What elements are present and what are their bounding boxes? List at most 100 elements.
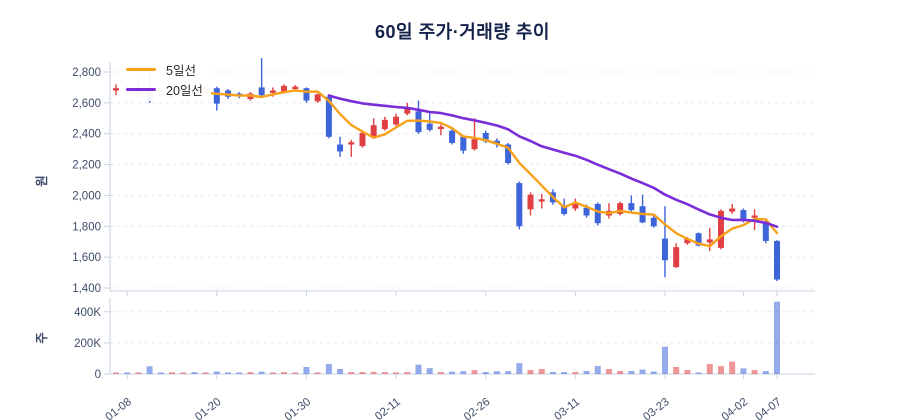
volume-bar[interactable] [673, 367, 680, 374]
candle[interactable] [359, 132, 366, 147]
volume-bar[interactable] [202, 372, 209, 375]
volume-bar[interactable] [527, 369, 534, 374]
volume-bar[interactable] [191, 372, 198, 374]
volume-bar[interactable] [292, 372, 299, 375]
volume-bar[interactable] [617, 371, 624, 374]
volume-bar[interactable] [471, 370, 478, 374]
candle[interactable] [113, 88, 119, 91]
volume-bar[interactable] [505, 371, 512, 374]
volume-bar[interactable] [460, 371, 467, 374]
volume-bar[interactable] [325, 363, 332, 374]
candle[interactable] [505, 144, 512, 164]
volume-bar[interactable] [684, 369, 691, 374]
volume-bar[interactable] [594, 365, 601, 374]
volume-bar[interactable] [180, 372, 187, 375]
volume-bar[interactable] [269, 372, 276, 375]
volume-bar[interactable] [314, 372, 321, 374]
volume-bar[interactable] [628, 371, 635, 374]
candle[interactable] [617, 203, 624, 214]
volume-bar[interactable] [337, 369, 344, 374]
volume-bar[interactable] [303, 367, 310, 374]
volume-bar[interactable] [493, 371, 500, 374]
volume-bar[interactable] [236, 372, 243, 375]
volume-bar[interactable] [146, 366, 153, 374]
candle[interactable] [751, 215, 758, 218]
volume-bar[interactable] [538, 369, 545, 374]
candle[interactable] [281, 85, 288, 93]
volume-bar[interactable] [740, 368, 747, 374]
candle[interactable] [449, 130, 456, 143]
candle[interactable] [348, 142, 355, 145]
volume-bar[interactable] [124, 372, 131, 375]
candle[interactable] [303, 88, 310, 101]
candle[interactable] [706, 239, 713, 243]
candle[interactable] [258, 87, 265, 96]
volume-bar[interactable] [113, 372, 119, 375]
candle[interactable] [729, 208, 736, 212]
volume-bar[interactable] [717, 366, 724, 374]
candle[interactable] [583, 207, 590, 216]
volume-bar[interactable] [247, 372, 254, 374]
candle[interactable] [594, 203, 601, 224]
candle[interactable] [538, 199, 545, 202]
volume-bar[interactable] [359, 371, 366, 374]
candle[interactable] [482, 132, 489, 142]
volume-bar[interactable] [549, 371, 556, 374]
candle[interactable] [561, 206, 568, 214]
candle[interactable] [774, 240, 780, 280]
volume-bar[interactable] [762, 371, 769, 374]
volume-bar[interactable] [449, 371, 456, 374]
volume-bar[interactable] [650, 371, 657, 374]
volume-bar[interactable] [225, 372, 232, 374]
candle[interactable] [628, 203, 635, 211]
candle[interactable] [460, 136, 467, 151]
volume-bar[interactable] [258, 371, 265, 374]
candle[interactable] [717, 210, 724, 248]
candle[interactable] [661, 238, 668, 261]
candle[interactable] [762, 221, 769, 241]
volume-bar[interactable] [437, 371, 444, 374]
candle[interactable] [292, 86, 299, 89]
volume-bar[interactable] [516, 363, 523, 374]
volume-bar[interactable] [661, 346, 668, 374]
candle[interactable] [516, 183, 523, 227]
volume-bar[interactable] [572, 371, 579, 374]
candle[interactable] [695, 233, 702, 246]
volume-bar[interactable] [583, 370, 590, 374]
candle[interactable] [314, 94, 321, 102]
legend-item-ma5[interactable]: 5일선 [126, 59, 203, 79]
volume-bar[interactable] [393, 372, 400, 374]
volume-bar[interactable] [605, 369, 612, 374]
volume-bar[interactable] [751, 369, 758, 374]
volume-bar[interactable] [213, 371, 220, 374]
candle[interactable] [393, 116, 400, 125]
volume-bar[interactable] [404, 372, 411, 374]
volume-bar[interactable] [157, 372, 164, 375]
candle[interactable] [527, 194, 534, 210]
volume-bar[interactable] [695, 372, 702, 375]
volume-bar[interactable] [639, 369, 646, 374]
candle[interactable] [572, 202, 579, 209]
volume-bar[interactable] [426, 368, 433, 374]
candle[interactable] [471, 139, 478, 150]
volume-bar[interactable] [482, 371, 489, 374]
candle[interactable] [437, 126, 444, 130]
volume-bar[interactable] [348, 371, 355, 374]
candle[interactable] [325, 96, 332, 137]
volume-bar[interactable] [381, 372, 388, 374]
candle[interactable] [381, 119, 388, 130]
volume-bar[interactable] [415, 364, 422, 374]
candle[interactable] [673, 247, 680, 268]
candle[interactable] [404, 109, 411, 114]
volume-bar[interactable] [370, 371, 377, 374]
volume-bar[interactable] [706, 363, 713, 374]
candle[interactable] [740, 210, 747, 221]
candle[interactable] [269, 90, 276, 93]
candle[interactable] [370, 125, 377, 137]
candle[interactable] [337, 144, 344, 152]
volume-bar[interactable] [729, 361, 736, 374]
candle[interactable] [650, 217, 657, 227]
volume-bar[interactable] [169, 372, 176, 374]
volume-bar[interactable] [774, 301, 780, 374]
candle[interactable] [213, 88, 220, 104]
